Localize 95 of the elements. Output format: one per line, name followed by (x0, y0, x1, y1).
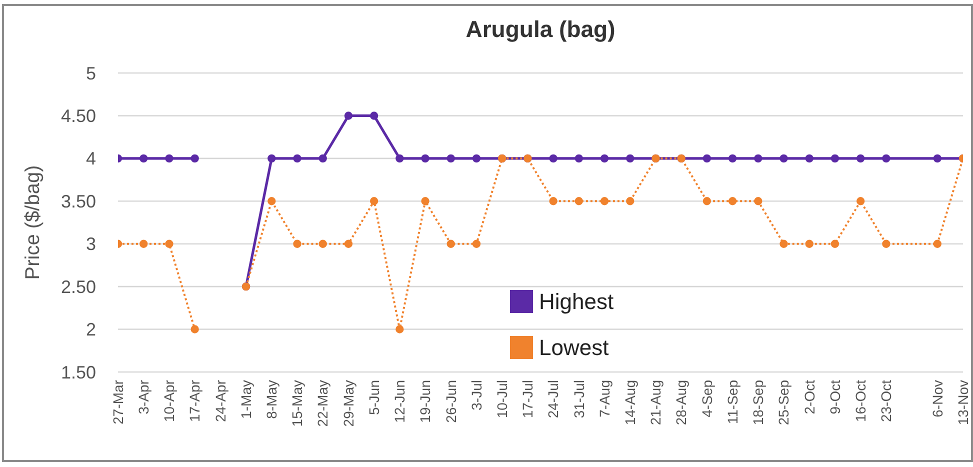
point (702, 197, 712, 206)
x-tick-label: 21-Aug (648, 380, 664, 426)
point (805, 154, 814, 163)
y-tick-label: 2 (86, 320, 96, 340)
chart-title: Arugula (bag) (464, 16, 616, 43)
point (882, 240, 890, 248)
y-tick-label: 1.50 (60, 362, 96, 382)
point (728, 154, 737, 163)
x-tick-label: 7-Aug (596, 380, 612, 418)
point (472, 154, 481, 163)
x-tick-label: 10-Jul (494, 380, 510, 418)
x-tick-label: 9-Oct (826, 380, 843, 414)
point (549, 154, 558, 163)
point (754, 154, 762, 163)
x-tick-label: 4-Sep (698, 380, 715, 418)
point (421, 197, 430, 206)
point (574, 197, 584, 206)
x-tick-label: 17-Jul (520, 380, 536, 418)
x-tick-label: 27-Mar (110, 380, 126, 424)
point (600, 197, 609, 206)
x-tick-label: 3-Jul (468, 380, 484, 410)
point (190, 325, 199, 334)
x-tick-label: 31-Jul (570, 380, 587, 418)
point (421, 154, 430, 163)
point (472, 240, 481, 248)
point (933, 154, 942, 163)
x-tick-label: 6-Nov (929, 380, 946, 418)
point (805, 240, 814, 248)
x-tick-label: 24-Apr (212, 380, 228, 422)
x-tick-label: 18-Sep (750, 380, 766, 426)
point (856, 154, 865, 163)
point (780, 154, 788, 163)
y-tick-label: 4 (86, 148, 96, 169)
point (574, 154, 584, 163)
x-tick-label: 25-Sep (776, 380, 792, 426)
point (702, 154, 712, 163)
x-tick-label: 15-May (289, 380, 306, 427)
point (268, 154, 276, 163)
point (446, 154, 455, 163)
point (549, 197, 558, 206)
point (190, 154, 199, 163)
point (446, 240, 455, 248)
point (396, 154, 404, 163)
point (728, 197, 737, 206)
x-tick-label: 22-May (314, 380, 331, 427)
point (344, 240, 353, 248)
x-tick-label: 10-Apr (161, 380, 178, 422)
x-tick-label: 17-Apr (186, 380, 203, 422)
x-tick-label: 14-Aug (622, 380, 638, 426)
x-tick-label: 19-Jun (417, 380, 434, 423)
point (856, 197, 865, 206)
y-tick-label: 4.50 (60, 106, 96, 126)
x-tick-label: 8-May (264, 380, 280, 419)
point (140, 240, 148, 248)
x-tick-label: 29-May (340, 380, 356, 427)
point (370, 197, 378, 206)
x-tick-label: 26-Jun (442, 380, 459, 423)
point (396, 325, 404, 334)
point (318, 154, 327, 163)
x-tick-label: 16-Oct (852, 380, 868, 422)
x-tick-label: 11-Sep (724, 380, 740, 424)
y-tick-label: 3.50 (60, 191, 96, 212)
point (165, 240, 174, 248)
point (293, 240, 302, 248)
point (268, 197, 276, 206)
y-axis-title: Price ($/bag) (22, 165, 44, 280)
point (830, 240, 840, 248)
point (370, 112, 378, 120)
point (600, 154, 609, 163)
point (933, 240, 942, 248)
x-tick-label: 2-Oct (801, 380, 818, 414)
point (344, 112, 353, 120)
point (165, 154, 174, 163)
x-tick-label: 3-Apr (136, 380, 152, 414)
x-tick-label: 13-Nov (954, 380, 971, 426)
x-tick-label: 28-Aug (673, 380, 690, 426)
point (293, 154, 302, 163)
point (140, 154, 148, 163)
legend-label: Lowest (539, 334, 609, 360)
point (318, 240, 327, 248)
x-tick-label: 1-May (238, 380, 254, 419)
y-tick-label: 3 (86, 234, 96, 254)
point (882, 154, 890, 163)
legend-label: Highest (539, 288, 614, 314)
y-tick-label: 2.50 (60, 276, 96, 297)
point (626, 197, 634, 206)
point (626, 154, 634, 163)
x-tick-label: 24-Jul (545, 380, 562, 418)
y-tick-label: 5 (86, 63, 96, 84)
point (830, 154, 840, 163)
point (780, 240, 788, 248)
x-tick-label: 23-Oct (878, 380, 894, 422)
point (754, 197, 762, 206)
x-tick-label: 5-Jun (366, 380, 382, 416)
x-tick-label: 12-Jun (392, 380, 408, 423)
